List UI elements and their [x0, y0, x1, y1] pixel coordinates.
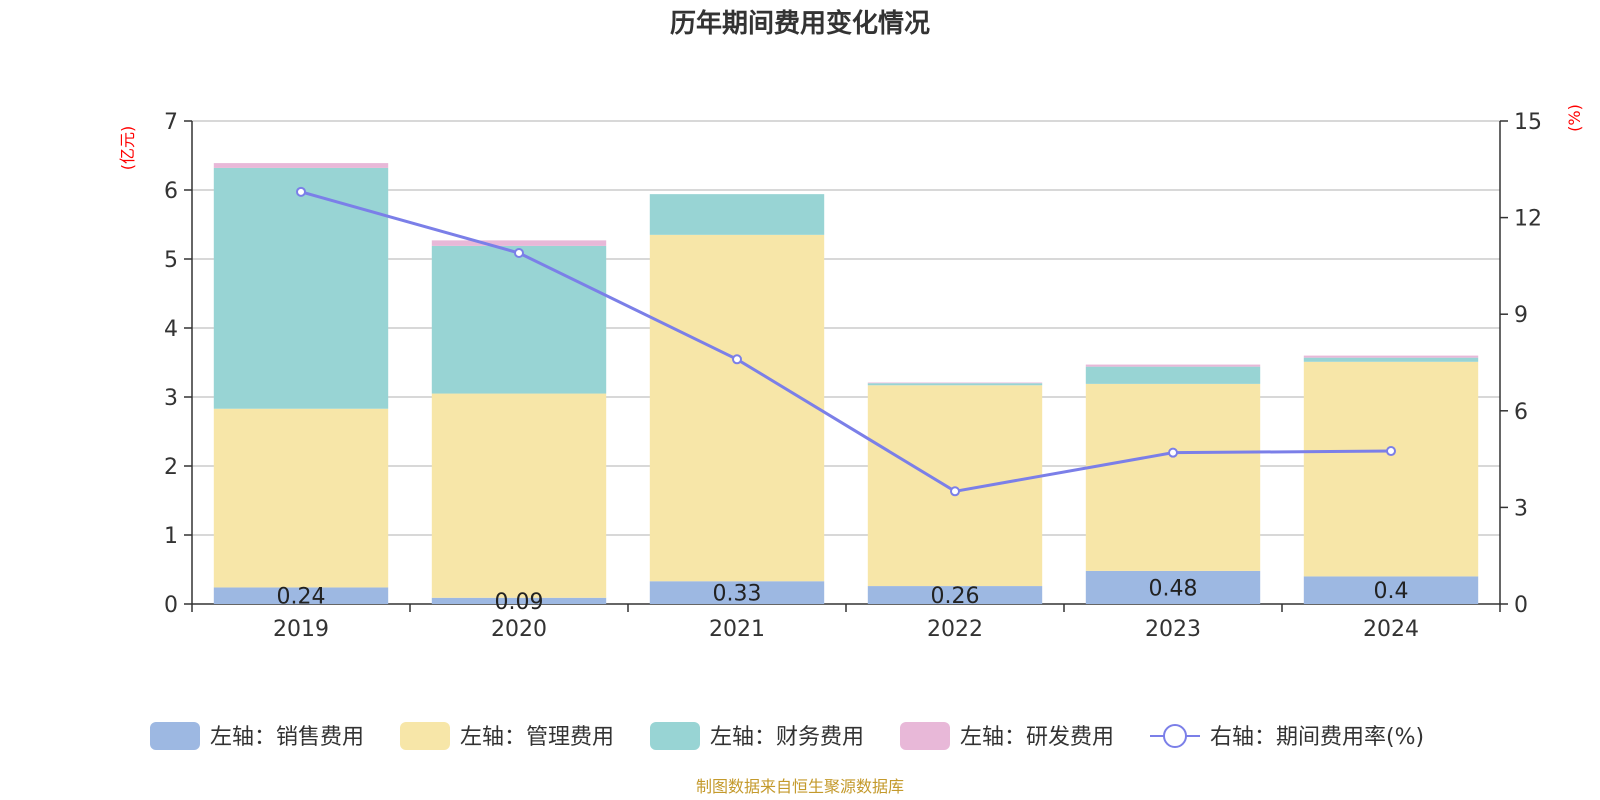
rate-point[interactable] — [296, 186, 306, 197]
legend-swatch-icon — [900, 722, 950, 750]
bar-value-label: 0.4 — [1374, 579, 1409, 604]
rate-line-path — [300, 190, 1392, 493]
x-tick-label: 2023 — [1145, 617, 1201, 642]
x-tick-label: 2019 — [273, 617, 329, 642]
legend[interactable]: 左轴：销售费用 左轴：管理费用 左轴：财务费用 左轴：研发费用 右轴：期间费用率(%) — [150, 722, 1424, 750]
right-tick-label: 9 — [1514, 303, 1528, 328]
bar-segment-4-2019[interactable] — [213, 163, 389, 168]
left-tick-label: 1 — [164, 524, 178, 549]
data-labels: 0.24 0.09 0.33 0.26 0.48 0.4 — [277, 576, 1409, 614]
bar-segment-4-2020[interactable] — [431, 240, 607, 246]
bar-segment-4-2023[interactable] — [1085, 364, 1261, 367]
left-tick-label: 4 — [164, 317, 178, 342]
legend-item-3[interactable]: 左轴：财务费用 — [650, 722, 864, 750]
legend-swatch-icon — [400, 722, 450, 750]
left-tick-label: 3 — [164, 386, 178, 411]
bar-segment-3-2022[interactable] — [867, 383, 1043, 386]
right-tick-label: 6 — [1514, 400, 1528, 425]
bar-segment-2-2022[interactable] — [867, 385, 1043, 587]
bar-segment-1-2022[interactable] — [867, 586, 1043, 604]
right-axis-unit: (%) — [1565, 104, 1584, 132]
rate-point[interactable] — [514, 248, 524, 259]
x-tick-label: 2021 — [709, 617, 765, 642]
right-tick-label: 15 — [1514, 110, 1542, 135]
left-tick-label: 7 — [164, 110, 178, 135]
chart-title: 历年期间费用变化情况 — [670, 8, 930, 39]
bar-value-label: 0.09 — [495, 590, 544, 615]
rate-line — [296, 186, 1396, 497]
bar-segment-3-2021[interactable] — [649, 194, 825, 235]
bar-segment-2-2020[interactable] — [431, 393, 607, 598]
right-tick-label: 0 — [1514, 593, 1528, 618]
legend-item-4[interactable]: 左轴：研发费用 — [900, 722, 1114, 750]
bar-segment-1-2020[interactable] — [431, 597, 607, 604]
bar-value-label: 0.48 — [1149, 576, 1198, 601]
legend-item-1[interactable]: 左轴：销售费用 — [150, 722, 364, 750]
rate-point[interactable] — [950, 486, 960, 497]
bar-value-label: 0.33 — [713, 582, 762, 607]
rate-point[interactable] — [1386, 446, 1396, 457]
bar-segment-3-2023[interactable] — [1085, 366, 1261, 384]
legend-label: 左轴：财务费用 — [710, 725, 864, 750]
x-tick-label: 2020 — [491, 617, 547, 642]
bar-segment-3-2024[interactable] — [1303, 357, 1479, 362]
bar-segment-4-2022[interactable] — [867, 382, 1043, 384]
bar-segment-2-2023[interactable] — [1085, 383, 1261, 571]
data-source-note: 制图数据来自恒生聚源数据库 — [696, 777, 904, 796]
left-tick-label: 2 — [164, 455, 178, 480]
bar-segment-4-2024[interactable] — [1303, 355, 1479, 358]
left-tick-label: 0 — [164, 593, 178, 618]
legend-swatch-icon — [650, 722, 700, 750]
legend-label: 右轴：期间费用率(%) — [1210, 725, 1424, 750]
rate-point[interactable] — [732, 354, 742, 365]
bar-segment-2-2019[interactable] — [213, 408, 389, 588]
bar-segment-1-2019[interactable] — [213, 587, 389, 604]
bar-segment-2-2024[interactable] — [1303, 361, 1479, 577]
bar-segment-1-2021[interactable] — [649, 581, 825, 604]
bar-segment-1-2024[interactable] — [1303, 576, 1479, 604]
x-tick-label: 2024 — [1363, 617, 1419, 642]
bar-segment-3-2020[interactable] — [431, 245, 607, 394]
grid-lines — [192, 120, 1500, 536]
legend-label: 左轴：销售费用 — [210, 725, 364, 750]
left-tick-label: 5 — [164, 248, 178, 273]
right-tick-label: 12 — [1514, 207, 1542, 232]
legend-item-5[interactable]: 右轴：期间费用率(%) — [1150, 724, 1424, 750]
bar-segment-3-2019[interactable] — [213, 167, 389, 409]
left-tick-label: 6 — [164, 179, 178, 204]
rate-point[interactable] — [1168, 447, 1178, 458]
bar-value-label: 0.24 — [277, 585, 326, 610]
legend-circle-icon — [1163, 724, 1187, 748]
legend-item-2[interactable]: 左轴：管理费用 — [400, 722, 614, 750]
bars — [213, 163, 1479, 604]
x-tick-label: 2022 — [927, 617, 983, 642]
legend-swatch-icon — [150, 722, 200, 750]
left-axis-unit: (亿元) — [118, 126, 137, 171]
bar-segment-2-2021[interactable] — [649, 234, 825, 582]
right-tick-label: 3 — [1514, 496, 1528, 521]
legend-label: 左轴：管理费用 — [460, 725, 614, 750]
legend-label: 左轴：研发费用 — [960, 725, 1114, 750]
bar-value-label: 0.26 — [931, 584, 980, 609]
bar-segment-1-2023[interactable] — [1085, 570, 1261, 604]
